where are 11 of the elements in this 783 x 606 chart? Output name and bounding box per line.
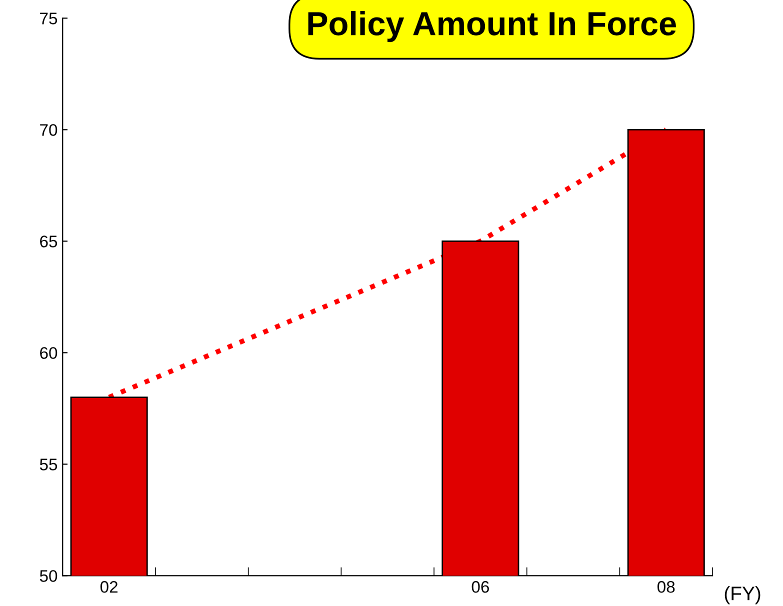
chart-title: Policy Amount In Force	[308, 11, 676, 42]
y-tick-label: 50	[40, 570, 58, 582]
x-tick-label: 02	[100, 581, 118, 593]
y-tick-label: 75	[40, 12, 58, 24]
y-tick-label: 55	[40, 458, 58, 470]
x-axis-title: (FY)	[724, 586, 760, 604]
x-tick-label: 08	[657, 581, 675, 593]
x-tick-label: 06	[472, 581, 489, 593]
y-tick-label: 60	[40, 347, 58, 359]
y-tick-label: 65	[40, 236, 58, 248]
y-tick-label: 70	[40, 124, 58, 136]
